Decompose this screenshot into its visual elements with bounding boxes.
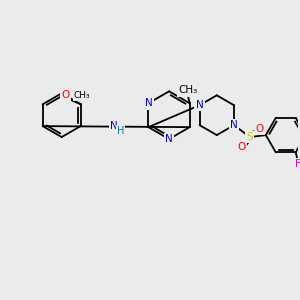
Text: O: O xyxy=(256,124,264,134)
Text: S: S xyxy=(247,132,253,142)
Text: N: N xyxy=(165,134,173,144)
Text: N: N xyxy=(196,100,203,110)
Text: O: O xyxy=(238,142,246,152)
Text: N: N xyxy=(145,98,152,108)
Text: F: F xyxy=(295,159,300,169)
Text: O: O xyxy=(61,90,70,100)
Text: N: N xyxy=(230,120,238,130)
Text: CH₃: CH₃ xyxy=(178,85,197,95)
Text: CH₃: CH₃ xyxy=(74,91,90,100)
Text: H: H xyxy=(116,126,124,136)
Text: N: N xyxy=(110,121,118,130)
